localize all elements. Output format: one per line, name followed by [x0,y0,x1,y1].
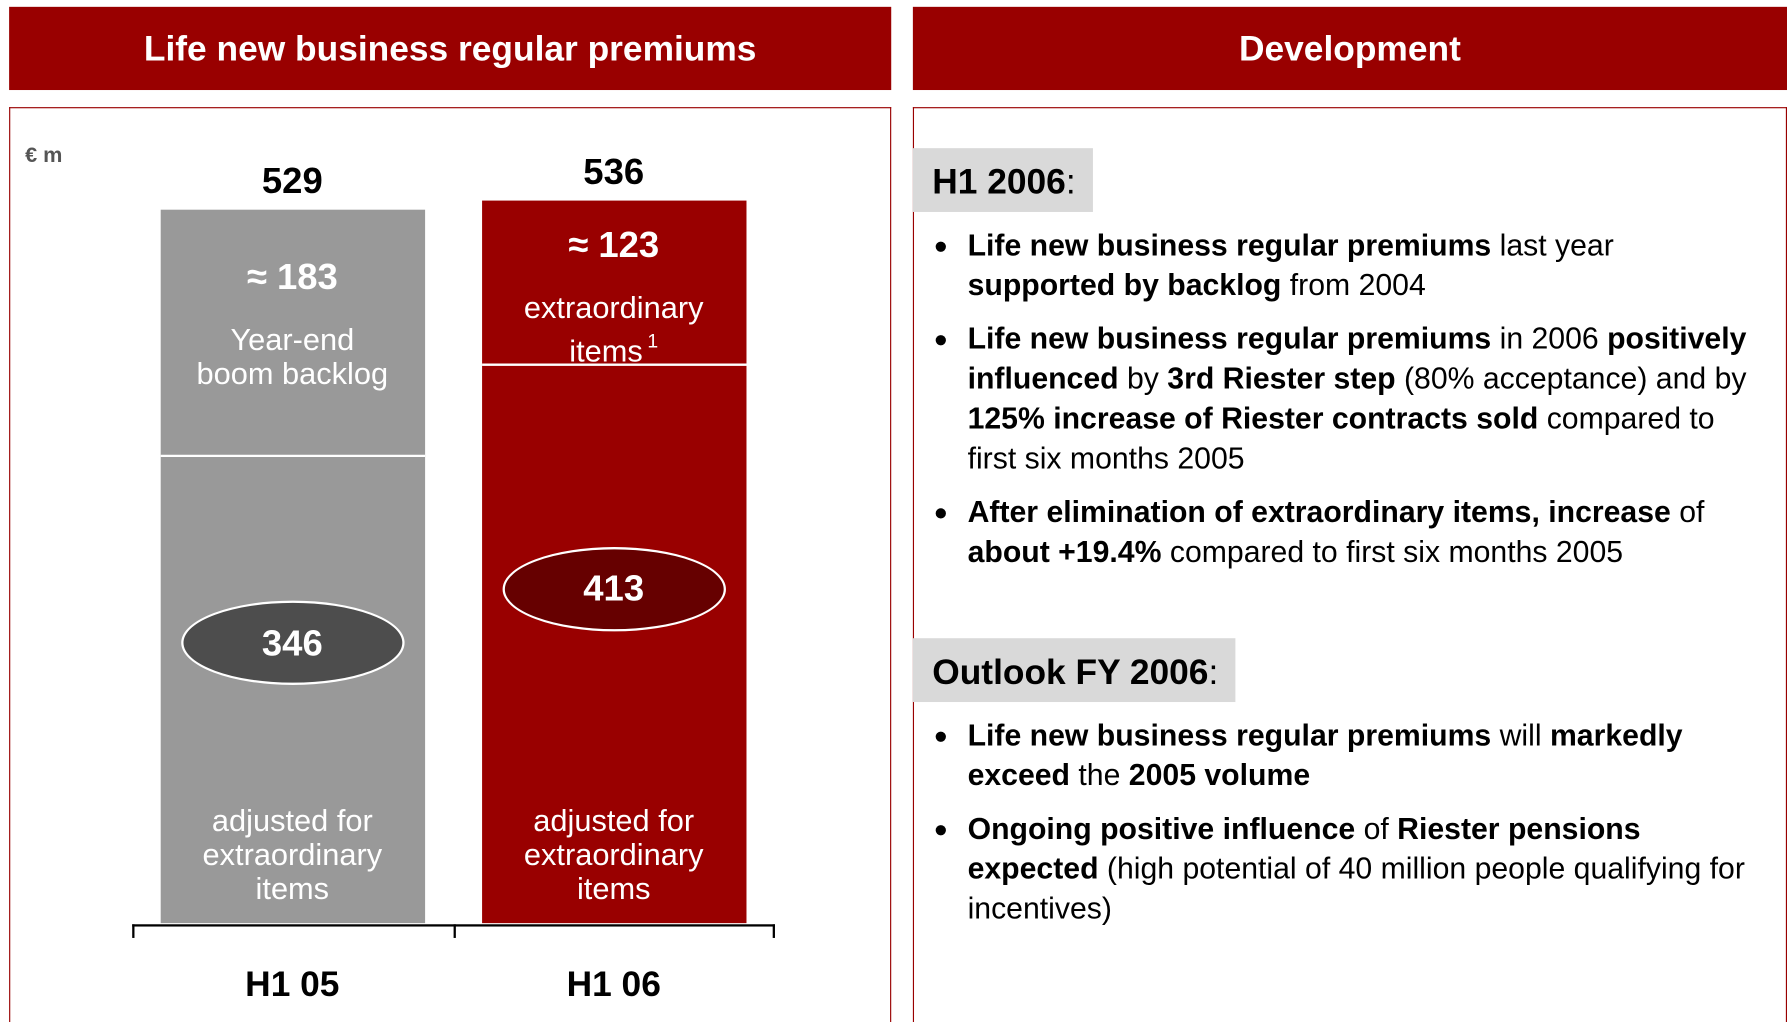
x-tick-label: H1 06 [566,964,661,1005]
bullet: Life new business regular premiums in 20… [913,319,1765,479]
axis-tick [132,924,135,938]
bullet-text: 2005 volume [1128,757,1311,793]
text-panel [912,107,1787,1022]
bullet-text: by [1118,361,1168,396]
footnote-mark: 1 [647,330,659,353]
chart-panel [9,107,892,1022]
section-heading: H1 2006: [912,148,1093,212]
bullet: After elimination of extraordinary items… [913,492,1765,572]
bar-segment [481,200,746,367]
right-header: Development [912,6,1787,91]
bullet-text: After elimination of extraordinary items… [967,494,1671,529]
bullet: Life new business regular premiums will … [913,716,1765,796]
section-heading: Outlook FY 2006: [912,638,1236,703]
x-tick-label: H1 05 [245,964,340,1005]
segment-value-label: ≈ 183 [246,255,338,297]
bar-segment [481,366,746,924]
bullet-list: Life new business regular premiums last … [913,226,1787,572]
total-label: 536 [583,151,645,193]
bullet-text: Life new business regular premiums [967,717,1492,753]
heading-suffix: : [1208,651,1219,692]
bullet-text: from 2004 [1281,267,1426,303]
section: H1 2006: Life new business regular premiu… [912,148,1787,572]
bullet: Life new business regular premiums last … [913,226,1765,306]
value-ellipse: 413 [502,546,726,632]
bullet-text: the [1070,757,1129,793]
bullet-text: positively influenced [967,321,1747,396]
bullet-text: 125% increase of Riester contracts sold [967,401,1539,436]
unit-label: € m [25,143,63,168]
value-ellipse: 346 [180,601,405,686]
bullet-text: compared to first six months 2005 [1161,534,1624,569]
bullet-list: Life new business regular premiums will … [913,716,1787,929]
segment-name: adjusted for extraordinary items [523,803,704,907]
left-header: Life new business regular premiums [9,6,892,91]
bullet-text: in 2006 [1491,321,1608,356]
axis-tick [772,924,775,938]
bullet-text: (high potential of 40 million people qua… [967,851,1745,926]
bullet-text: Life new business regular premiums [967,227,1492,263]
segment-name-text: extraordinary items [523,290,704,369]
development-text: H1 2006: Life new business regular premiu… [912,148,1787,995]
heading-suffix: : [1065,161,1076,202]
bullet-text: of [1355,811,1398,846]
heading-text: Outlook FY 2006 [932,651,1209,692]
segment-name-text: Year-end boom backlog [196,322,389,391]
bullet-text: will [1491,717,1550,753]
total-label: 529 [261,160,323,202]
bullet-text: markedly exceed [967,717,1683,793]
bullet-text: of [1670,494,1705,529]
bullet-text: supported by backlog [967,267,1282,303]
chart: € m 346 adjusted for extraordinary items ≈… [25,143,775,1005]
bullet-text: Ongoing positive influence [967,811,1356,846]
segment-value-label: ≈ 123 [568,224,660,266]
axis-tick [453,924,456,938]
section: Outlook FY 2006: Life new business regula… [912,638,1787,929]
bullet-text: (80% acceptance) and by [1395,361,1747,396]
bar-segment [160,210,425,457]
segment-name: extraordinary items 1 [516,291,712,368]
bullet-text: Life new business regular premiums [967,321,1492,356]
bullet-text: last year [1491,227,1614,263]
bullet-text: compared to first six months 2005 [967,401,1715,476]
bullet-text: 3rd Riester step [1167,361,1396,396]
heading-text: H1 2006 [932,161,1066,202]
bar-segment [160,456,425,924]
segment-name: adjusted for extraordinary items [202,803,383,907]
bullet: Ongoing positive influence of Riester pe… [913,809,1765,929]
bullet-text: about +19.4% [967,534,1162,569]
segment-name: Year-end boom backlog [194,322,390,390]
bullet-text: Riester pensions expected [967,811,1641,886]
